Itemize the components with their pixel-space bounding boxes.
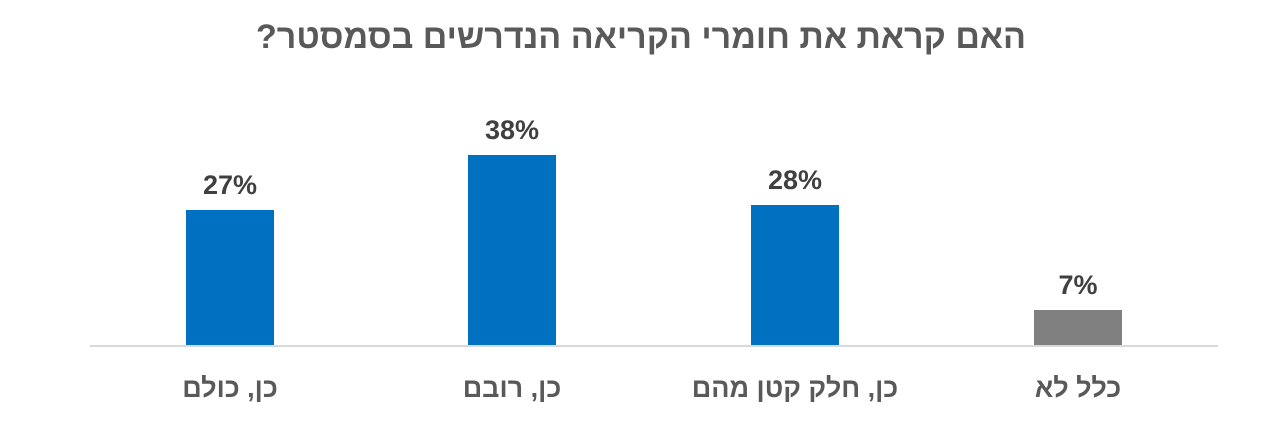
bar-3 <box>751 205 839 345</box>
bar-4 <box>1034 310 1122 345</box>
bar-2 <box>468 155 556 345</box>
bar-1 <box>186 210 274 345</box>
value-label-2: 38% <box>485 115 539 145</box>
value-label-1: 27% <box>203 170 257 200</box>
bars-group <box>186 155 1122 345</box>
value-label-4: 7% <box>1058 270 1097 300</box>
chart-title: האם קראת את חומרי הקריאה הנדרשים בסמסטר? <box>256 18 1026 56</box>
category-label-4: כלל לא <box>1035 373 1121 403</box>
category-label-1: כן, כולם <box>182 373 278 403</box>
category-label-2: כן, רובם <box>463 373 562 403</box>
labels-group: 27% כן, כולם 38% כן, רובם 28% כן, חלק קטן מהם… <box>182 115 1121 403</box>
category-label-3: כן, חלק קטן מהם <box>692 373 899 403</box>
value-label-3: 28% <box>768 165 822 195</box>
